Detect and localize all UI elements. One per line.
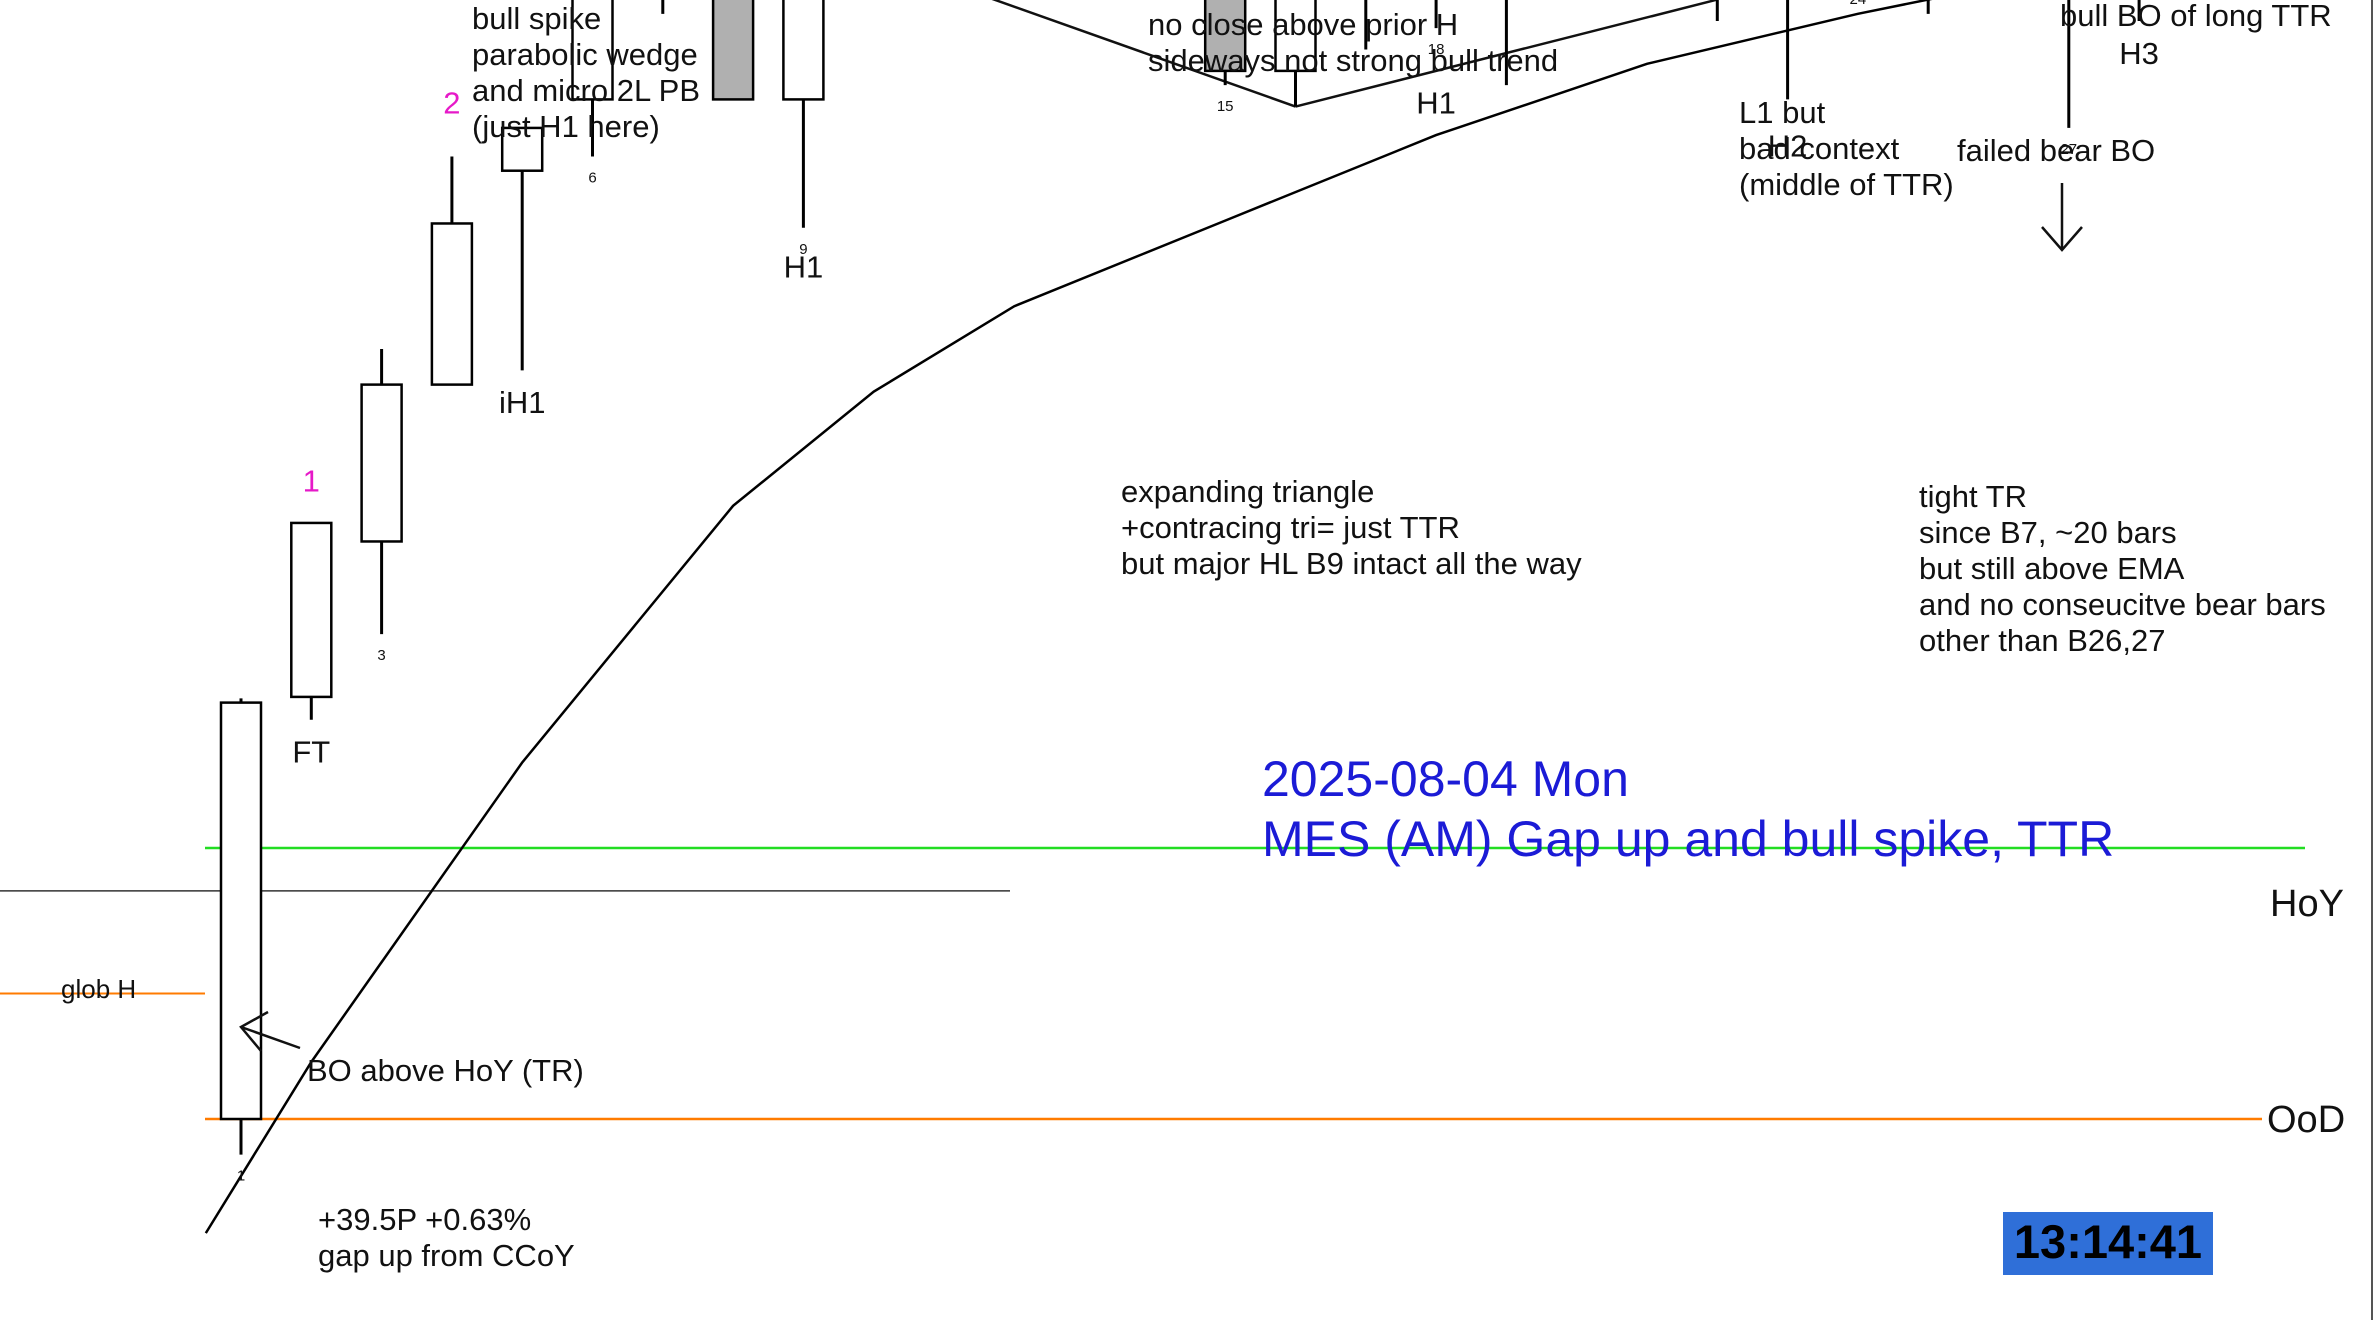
- svg-text:but still above EMA: but still above EMA: [1919, 551, 2185, 586]
- candle-bar-4: [430, 156, 474, 386]
- svg-text:no close above prior H: no close above prior H: [1148, 7, 1458, 42]
- bar-number-label: 27: [2060, 141, 2077, 158]
- candle-bar-23: [1786, 0, 1790, 100]
- annotation-gap-up: +39.5P +0.63% gap up from CCoY: [318, 1202, 575, 1273]
- svg-text:parabolic wedge: parabolic wedge: [472, 37, 698, 72]
- svg-text:L1 but: L1 but: [1739, 95, 1826, 130]
- bar-number-label: 15: [1217, 98, 1234, 115]
- candle-body: [430, 222, 474, 386]
- leg-label: FT: [292, 735, 330, 770]
- svg-text:bull BO of long TTR: bull BO of long TTR: [2060, 0, 2332, 33]
- annotation-bo-above-hoy: BO above HoY (TR): [307, 1053, 584, 1088]
- candle-bar-16: [1274, 0, 1317, 107]
- candle-body: [360, 383, 403, 543]
- svg-text:since B7, ~20 bars: since B7, ~20 bars: [1919, 515, 2177, 550]
- candle-bar-5: [500, 126, 544, 371]
- svg-text:+contracing tri= just TTR: +contracing tri= just TTR: [1121, 510, 1460, 545]
- annotation-bull-bo-ttr: bull BO of long TTR: [2060, 0, 2332, 33]
- candle-bar-9: 9: [782, 0, 825, 258]
- candle-bar-19: [1504, 0, 1508, 86]
- candle-bar-28: [2137, 0, 2141, 21]
- candle-bar-8: [711, 0, 755, 101]
- candle-bar-1: 1: [219, 698, 263, 1185]
- candle-body: [290, 521, 333, 699]
- svg-text:and micro 2L PB: and micro 2L PB: [472, 73, 700, 108]
- svg-text:BO above HoY (TR): BO above HoY (TR): [307, 1053, 584, 1088]
- candle-body: [1203, 0, 1247, 73]
- bar-labels: 123123FTiH1H1H1H2H3: [292, 36, 2159, 770]
- ema-line: [204, 0, 1933, 1234]
- candle-bar-15: 15: [1203, 0, 1247, 115]
- arrow-bo-above-hoy: [239, 1010, 301, 1052]
- ema-layer: [204, 0, 1933, 1234]
- bar-number-label: 1: [237, 1168, 245, 1185]
- candle-bar-17: [1364, 0, 1368, 50]
- candle-bar-2: [290, 521, 333, 720]
- candle-bar-27: 27: [2060, 0, 2077, 158]
- clock-time: 13:14:41: [2014, 1215, 2202, 1268]
- leg-label: iH1: [499, 385, 546, 420]
- chart-title: 2025-08-04 Mon: [1262, 751, 1629, 807]
- bar-number-label: 18: [1428, 41, 1445, 58]
- candle-body: [711, 0, 755, 101]
- leg-label: H3: [2119, 36, 2159, 71]
- svg-text:other than B26,27: other than B26,27: [1919, 623, 2165, 658]
- leg-label: 1: [303, 464, 320, 499]
- candle-bar-6: 6: [571, 0, 614, 186]
- svg-text:expanding triangle: expanding triangle: [1121, 474, 1374, 509]
- annotation-bull-spike: bull spike parabolic wedge and micro 2L …: [472, 1, 700, 144]
- level-lines: [0, 846, 2305, 1121]
- leg-label: H1: [784, 250, 824, 285]
- annotation-expanding-triangle: expanding triangle +contracing tri= just…: [1121, 474, 1582, 581]
- svg-text:+39.5P +0.63%: +39.5P +0.63%: [318, 1202, 531, 1237]
- candle-body: [571, 0, 614, 101]
- bar-number-label: 6: [588, 169, 596, 186]
- candle-body: [219, 701, 263, 1121]
- candle-body: [500, 126, 544, 172]
- candle-bar-3: 3: [360, 348, 403, 664]
- level-label-glob-h: glob H: [61, 974, 136, 1004]
- svg-text:and no conseucitve bear bars: and no conseucitve bear bars: [1919, 587, 2326, 622]
- svg-text:but major HL B9 intact all the: but major HL B9 intact all the way: [1121, 546, 1582, 581]
- candle-bar-7: [661, 0, 665, 14]
- svg-text:bull spike: bull spike: [472, 1, 601, 36]
- svg-text:sideways not strong bull trend: sideways not strong bull trend: [1148, 43, 1558, 78]
- annotation-tight-tr: tight TR since B7, ~20 bars but still ab…: [1919, 479, 2326, 658]
- clock-box: [2003, 1212, 2213, 1275]
- svg-text:(middle of TTR): (middle of TTR): [1739, 167, 1954, 202]
- bar-number-label: 3: [377, 647, 385, 664]
- arrow-failed-bear-bo: [2041, 183, 2083, 252]
- annotation-no-close-above: no close above prior H sideways not stro…: [1148, 7, 1558, 78]
- svg-text:tight TR: tight TR: [1919, 479, 2027, 514]
- level-label-hoy: HoY: [2270, 883, 2344, 925]
- candles: 136912151821242730: [219, 0, 2141, 1185]
- candle-bar-24: 24: [1850, 0, 1867, 8]
- candle-body: [782, 0, 825, 101]
- bar-number-label: 9: [799, 241, 807, 258]
- svg-text:bad context: bad context: [1739, 131, 1900, 166]
- candle-bar-18: 18: [1428, 0, 1445, 58]
- candle-body: [1274, 0, 1317, 73]
- leg-label: H1: [1416, 86, 1456, 121]
- svg-text:(just H1 here): (just H1 here): [472, 109, 660, 144]
- svg-text:failed bear BO: failed bear BO: [1957, 133, 2155, 168]
- bar-number-label: 24: [1850, 0, 1867, 8]
- annotation-failed-bear-bo: failed bear BO: [1957, 133, 2155, 168]
- leg-label: 2: [443, 86, 460, 121]
- leg-label: H2: [1768, 128, 1808, 163]
- annotation-l1-bad-context: L1 but bad context (middle of TTR): [1739, 95, 1954, 202]
- svg-text:gap up from CCoY: gap up from CCoY: [318, 1238, 575, 1273]
- chart-subtitle: MES (AM) Gap up and bull spike, TTR: [1262, 811, 2114, 867]
- level-label-ood: OoD: [2267, 1099, 2345, 1141]
